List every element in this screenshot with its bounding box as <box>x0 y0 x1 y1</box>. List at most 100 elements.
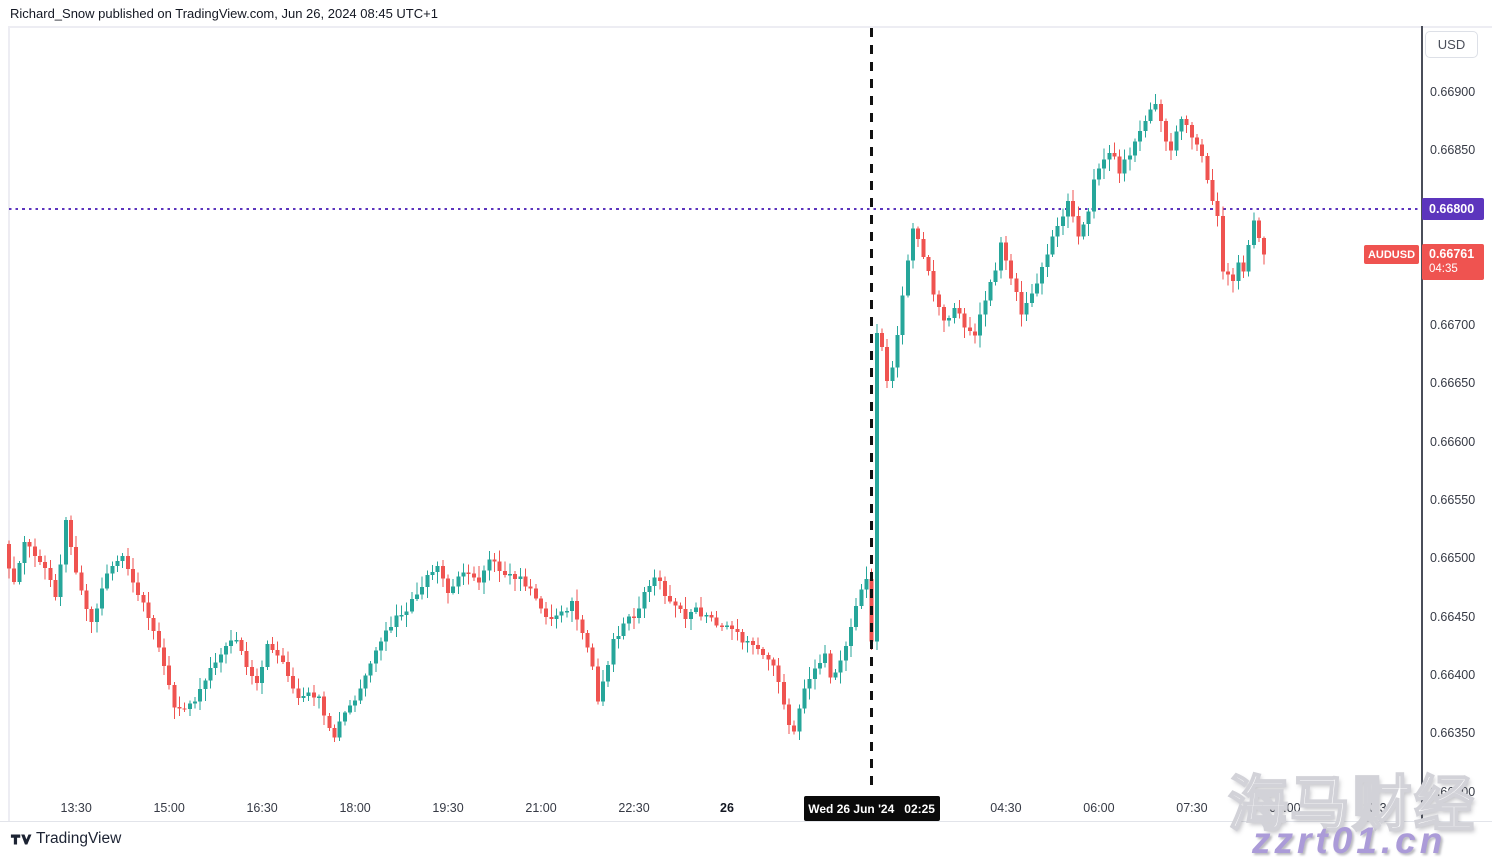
candle-body <box>244 651 249 667</box>
candle-wick <box>339 712 341 742</box>
candle-body <box>69 519 73 547</box>
candle-wick <box>1227 263 1229 286</box>
marker-time: 02:25 <box>904 801 935 816</box>
horizontal-level-line[interactable] <box>9 207 1421 211</box>
candle-body <box>203 680 208 690</box>
candle-body <box>601 681 605 702</box>
candle-body <box>296 688 301 699</box>
candle-wick <box>473 566 475 582</box>
candle-wick <box>18 560 20 585</box>
candle-wick <box>277 641 279 664</box>
candle-wick <box>1237 254 1239 290</box>
candle-countdown: 04:35 <box>1429 263 1458 276</box>
level-price-badge: 0.66800 <box>1422 198 1484 220</box>
candle-body <box>673 601 678 606</box>
candle-body <box>533 588 538 599</box>
price-axis-border <box>1421 26 1423 822</box>
candle-wick <box>731 620 733 641</box>
time-axis-label: 21:00 <box>525 801 557 815</box>
candle-body <box>632 616 636 619</box>
candle-wick <box>1258 217 1260 242</box>
candle-wick <box>793 720 795 735</box>
candle-wick <box>432 565 434 580</box>
candle-body <box>63 519 68 565</box>
candle-body <box>942 307 946 321</box>
candle-wick <box>1026 292 1028 321</box>
candle-wick <box>1170 133 1172 160</box>
candle-wick <box>75 536 77 575</box>
candle-wick <box>762 646 764 660</box>
candle-wick <box>215 653 217 675</box>
candle-wick <box>824 644 826 668</box>
candle-wick <box>344 710 346 726</box>
candle-body <box>957 308 962 314</box>
candle-wick <box>463 563 465 585</box>
candle-wick <box>550 604 552 626</box>
candle-wick <box>359 679 361 705</box>
candle-wick <box>282 648 284 664</box>
candle-wick <box>1005 236 1007 271</box>
candle-body <box>1014 278 1019 292</box>
candle-wick <box>29 539 31 558</box>
candle-wick <box>1119 149 1121 183</box>
candle-body <box>936 294 941 308</box>
candle-wick <box>173 682 175 719</box>
candle-wick <box>101 577 103 616</box>
candle-body <box>1091 179 1096 212</box>
candle-body <box>663 581 667 596</box>
candle-wick <box>251 660 253 685</box>
candle-body <box>471 573 476 578</box>
candle-wick <box>91 606 93 633</box>
vertical-time-marker-line[interactable] <box>870 28 873 793</box>
candle-body <box>353 700 358 706</box>
candle-wick <box>514 570 516 592</box>
candle-body <box>337 721 342 738</box>
candle-wick <box>690 609 692 630</box>
candle-body <box>1220 215 1225 272</box>
candle-body <box>74 547 79 573</box>
candle-body <box>972 331 977 336</box>
tradingview-logo-icon[interactable] <box>10 831 32 848</box>
candle-wick <box>654 569 656 596</box>
candle-body <box>523 576 528 587</box>
candle-wick <box>897 326 898 378</box>
candle-wick <box>1155 93 1157 112</box>
candle-wick <box>1031 284 1033 308</box>
candle-wick <box>979 302 981 348</box>
candle-body <box>136 582 141 596</box>
candle-body <box>508 574 513 576</box>
candle-body <box>998 242 1003 271</box>
candle-wick <box>49 559 51 588</box>
candle-body <box>657 577 662 582</box>
candle-wick <box>1046 243 1048 277</box>
candle-wick <box>1036 273 1038 297</box>
candle-wick <box>442 560 444 587</box>
candle-body <box>1153 104 1158 110</box>
candle-wick <box>674 597 676 618</box>
candle-wick <box>1139 120 1141 151</box>
time-axis-label: 04:30 <box>990 801 1022 815</box>
time-axis-label: 07:30 <box>1176 801 1208 815</box>
candle-wick <box>421 576 423 600</box>
candle-wick <box>886 338 888 389</box>
candle-body <box>254 675 259 684</box>
candle-wick <box>984 291 986 327</box>
candle-body <box>347 705 352 713</box>
candle-wick <box>1232 268 1234 293</box>
candle-body <box>833 672 838 678</box>
candle-body <box>637 608 642 619</box>
candlestick-chart[interactable] <box>0 0 1492 822</box>
candle-wick <box>530 578 532 596</box>
tradingview-brand-text[interactable]: TradingView <box>36 830 122 847</box>
candle-body <box>162 647 166 666</box>
candle-wick <box>700 596 702 621</box>
candle-body <box>451 586 456 593</box>
currency-toggle-button[interactable]: USD <box>1425 31 1478 58</box>
candle-body <box>120 556 125 561</box>
candle-wick <box>1051 230 1053 257</box>
candle-body <box>926 256 931 271</box>
candle-wick <box>623 617 625 640</box>
candle-body <box>792 725 797 732</box>
candle-body <box>12 568 17 582</box>
candle-wick <box>752 637 754 655</box>
